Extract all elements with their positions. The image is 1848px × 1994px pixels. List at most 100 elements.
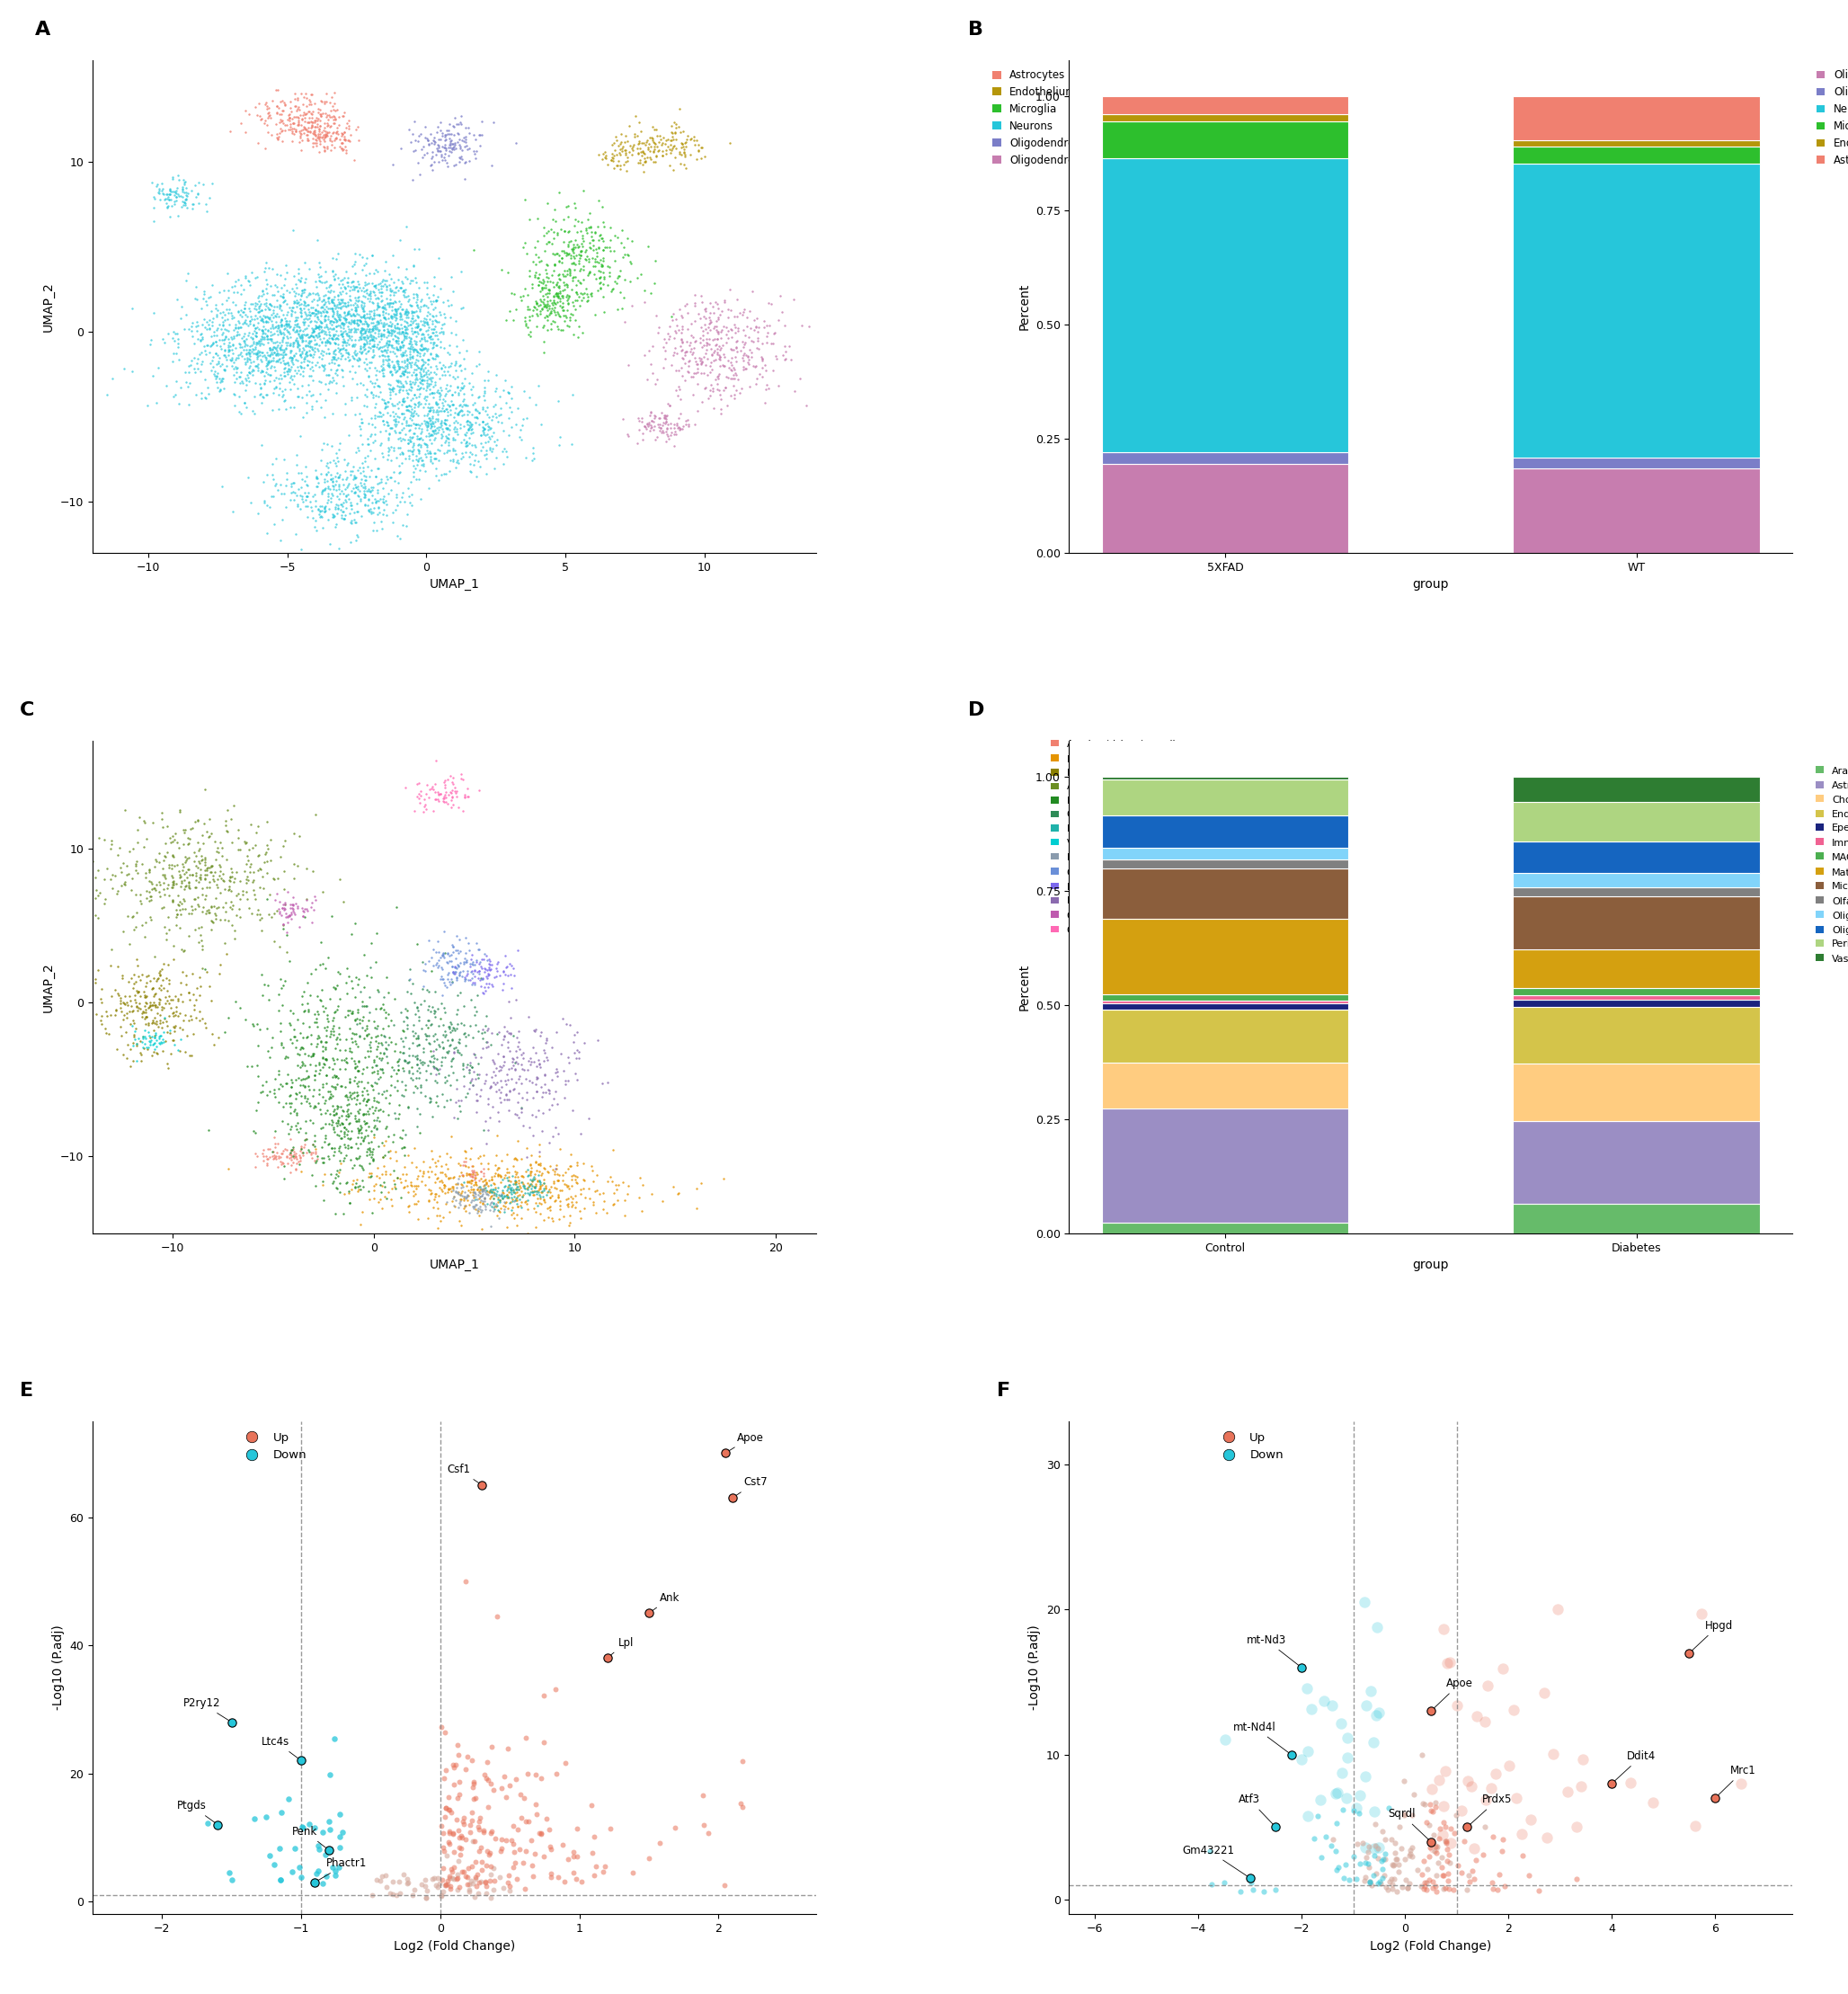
Point xyxy=(492,435,521,467)
Point xyxy=(1410,1789,1440,1821)
Point xyxy=(272,1041,301,1073)
Point xyxy=(281,285,310,317)
Point xyxy=(501,1164,530,1196)
Point xyxy=(706,315,736,347)
Point xyxy=(427,459,456,491)
Point xyxy=(421,459,451,491)
Point xyxy=(383,355,412,387)
Point xyxy=(266,307,296,339)
Point xyxy=(251,341,281,373)
Point xyxy=(172,183,201,215)
Point xyxy=(334,1176,364,1208)
Point xyxy=(140,941,170,973)
Point xyxy=(449,379,479,411)
Point xyxy=(261,371,290,403)
Point xyxy=(399,305,429,337)
Point xyxy=(373,315,403,347)
Point xyxy=(704,351,734,383)
Point xyxy=(346,317,375,349)
Point xyxy=(503,1170,532,1202)
Point xyxy=(225,311,255,343)
Point xyxy=(1427,1860,1456,1892)
Point xyxy=(340,271,370,303)
Point xyxy=(179,327,209,359)
Point xyxy=(416,150,445,181)
Point xyxy=(183,835,213,867)
Point xyxy=(371,1027,401,1059)
Point xyxy=(303,1141,333,1172)
Point xyxy=(1318,1689,1347,1721)
Point xyxy=(458,233,488,265)
Point xyxy=(578,241,608,273)
Point xyxy=(164,796,194,828)
Point xyxy=(455,395,484,427)
Point xyxy=(525,1141,554,1172)
Point xyxy=(484,399,514,431)
Point xyxy=(558,265,588,297)
Point xyxy=(383,321,412,353)
Point xyxy=(174,1039,203,1071)
Point xyxy=(1380,1848,1410,1880)
Point xyxy=(394,333,423,365)
Point xyxy=(283,257,312,289)
Text: Cst7: Cst7 xyxy=(734,1478,767,1497)
Point xyxy=(419,343,449,375)
Point xyxy=(523,1176,553,1208)
Point xyxy=(560,1019,590,1051)
Point xyxy=(253,321,283,353)
Point xyxy=(310,86,340,118)
Point xyxy=(370,255,399,287)
Point xyxy=(107,963,137,995)
Point xyxy=(301,313,331,345)
Point xyxy=(658,124,687,156)
Point xyxy=(407,1071,436,1103)
Point xyxy=(490,1011,519,1043)
Point xyxy=(416,377,445,409)
Point xyxy=(131,997,161,1029)
Point xyxy=(377,473,407,504)
Point xyxy=(261,351,290,383)
Point xyxy=(414,1081,444,1113)
Point xyxy=(257,299,286,331)
Point xyxy=(525,1149,554,1180)
Point xyxy=(314,281,344,313)
Point xyxy=(408,449,438,481)
Point xyxy=(1488,1836,1517,1868)
Point xyxy=(508,1109,538,1141)
Point xyxy=(255,845,285,877)
Point xyxy=(412,381,442,413)
Point xyxy=(266,106,296,138)
Point xyxy=(451,921,480,953)
Point xyxy=(368,405,397,437)
Point xyxy=(407,413,436,445)
Point xyxy=(408,365,438,397)
Point xyxy=(216,349,246,381)
Point xyxy=(201,835,231,867)
Point xyxy=(246,357,275,389)
Point xyxy=(288,333,318,365)
Point xyxy=(410,1870,440,1902)
Point xyxy=(541,1153,571,1184)
Point xyxy=(516,1111,545,1143)
Point xyxy=(298,297,327,329)
Point xyxy=(456,1051,486,1083)
Point xyxy=(320,341,349,373)
Point xyxy=(320,1099,349,1131)
Point xyxy=(431,1021,460,1053)
Point xyxy=(301,491,331,522)
Point xyxy=(434,945,464,977)
Point xyxy=(209,373,238,405)
Point xyxy=(529,1077,558,1109)
Point xyxy=(305,1093,334,1125)
Point xyxy=(307,495,336,526)
Point xyxy=(187,337,216,369)
Point xyxy=(455,1817,484,1848)
Point xyxy=(370,409,399,441)
Point xyxy=(279,359,309,391)
Point xyxy=(139,181,168,213)
Point xyxy=(658,110,687,142)
Point xyxy=(320,1163,349,1194)
Point xyxy=(211,810,240,841)
Point xyxy=(444,1147,473,1178)
Point xyxy=(360,1093,390,1125)
